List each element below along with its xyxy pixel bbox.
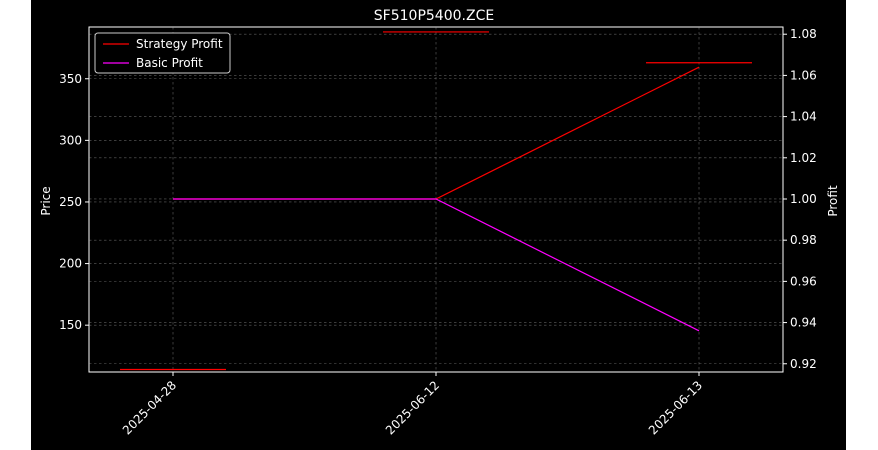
y-axis-left-label: Price [39, 186, 53, 215]
y-right-tick-label: 0.98 [790, 233, 817, 247]
y-right-tick-label: 0.94 [790, 316, 817, 330]
y-right-tick-label: 1.02 [790, 151, 817, 165]
legend: Strategy Profit Basic Profit [94, 32, 231, 74]
x-tick-label: 2025-06-12 [383, 378, 442, 437]
chart-title: SF510P5400.ZCE [374, 8, 494, 24]
y-right-tick-label: 1.04 [790, 110, 817, 124]
chart-svg: SF510P5400.ZCE 2025-04-28 2025-06-12 2025-… [39, 8, 840, 437]
legend-label-basic-profit: Basic Profit [136, 56, 203, 70]
x-tick-label: 2025-04-28 [120, 378, 179, 437]
y-left-tick-label: 300 [59, 133, 82, 147]
chart-figure: SF510P5400.ZCE 2025-04-28 2025-06-12 2025-… [31, 0, 846, 450]
y-left-tick-label: 150 [59, 318, 82, 332]
x-axis: 2025-04-28 2025-06-12 2025-06-13 [120, 372, 705, 437]
y-axis-right: 0.92 0.94 0.96 0.98 1.00 1.02 1.04 1.06 1.08 [783, 27, 817, 371]
x-tick-label: 2025-06-13 [646, 378, 705, 437]
legend-label-strategy-profit: Strategy Profit [136, 37, 223, 51]
y-right-tick-label: 1.08 [790, 27, 817, 41]
grid-lines [89, 27, 783, 372]
y-left-tick-label: 200 [59, 257, 82, 271]
y-left-tick-label: 250 [59, 195, 82, 209]
y-right-tick-label: 0.96 [790, 274, 817, 288]
series-line-basic-profit [173, 198, 700, 332]
price-markers [120, 31, 752, 371]
y-right-tick-label: 1.06 [790, 68, 817, 82]
y-axis-right-label: Profit [826, 185, 840, 217]
series-lines [173, 66, 700, 332]
y-right-tick-label: 0.92 [790, 357, 817, 371]
y-right-tick-label: 1.00 [790, 192, 817, 206]
y-axis-left: 150 200 250 300 350 [59, 72, 89, 332]
y-left-tick-label: 350 [59, 72, 82, 86]
